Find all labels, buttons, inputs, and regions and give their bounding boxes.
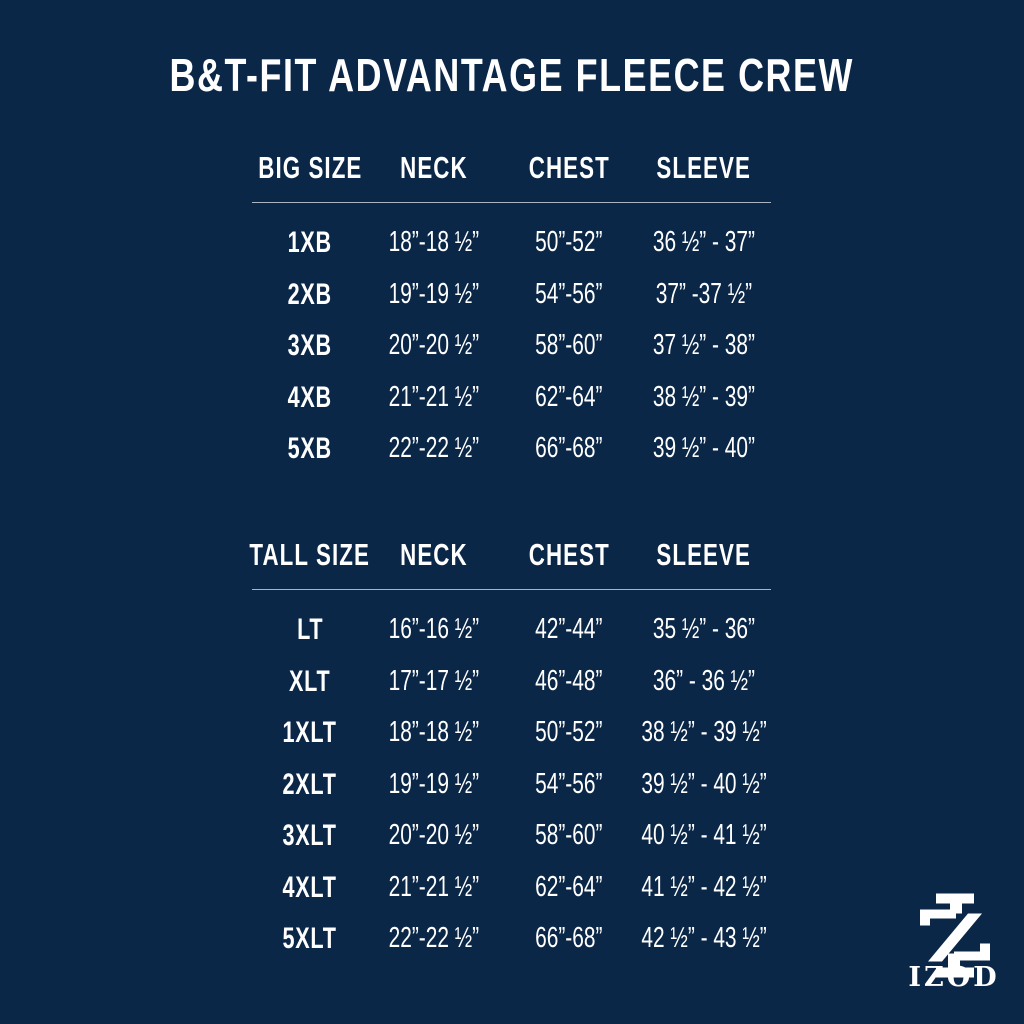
header-neck: NECK [400, 150, 468, 185]
cell-sleeve: 37” -37 ½” [655, 277, 753, 310]
table-row: 3XB 20”-20 ½” 58”-60” 37 ½” - 38” [0, 329, 1024, 369]
cell-size: 3XLT [282, 819, 338, 852]
page-title: B&T-FIT ADVANTAGE FLEECE CREW [169, 49, 855, 101]
cell-chest: 58”-60” [535, 819, 603, 851]
izod-logo-text: IZOD [908, 962, 1000, 993]
cell-chest: 66”-68” [535, 922, 603, 954]
cell-neck: 19”-19 ½” [388, 767, 480, 800]
cell-size: 3XB [287, 329, 333, 362]
cell-sleeve: 41 ½” - 42 ½” [641, 870, 767, 903]
cell-neck: 22”-22 ½” [388, 922, 480, 954]
cell-sleeve: 40 ½” - 41 ½” [641, 819, 767, 851]
header-neck: NECK [400, 537, 468, 572]
cell-chest: 62”-64” [535, 380, 603, 413]
cell-sleeve: 38 ½” - 39” [652, 380, 756, 413]
cell-sleeve: 37 ½” - 38” [652, 329, 756, 361]
cell-neck: 21”-21 ½” [388, 870, 480, 903]
cell-chest: 50”-52” [535, 716, 603, 748]
cell-chest: 42”-44” [535, 613, 603, 645]
header-chest: CHEST [528, 150, 610, 185]
header-size: TALL SIZE [249, 537, 371, 572]
cell-chest: 46”-48” [535, 664, 603, 697]
header-divider [252, 202, 771, 203]
cell-neck: 22”-22 ½” [388, 432, 480, 464]
table-row: 3XLT 20”-20 ½” 58”-60” 40 ½” - 41 ½” [0, 819, 1024, 859]
cell-neck: 19”-19 ½” [388, 277, 480, 310]
cell-chest: 54”-56” [535, 767, 603, 800]
table-row: 5XB 22”-22 ½” 66”-68” 39 ½” - 40” [0, 432, 1024, 472]
table-row: 4XLT 21”-21 ½” 62”-64” 41 ½” - 42 ½” [0, 871, 1024, 911]
table-row: 2XB 19”-19 ½” 54”-56” 37” -37 ½” [0, 278, 1024, 318]
cell-sleeve: 38 ½” - 39 ½” [641, 716, 767, 748]
cell-chest: 58”-60” [535, 329, 603, 361]
cell-size: 1XLT [282, 716, 338, 749]
table-row: 1XB 18”-18 ½” 50”-52” 36 ½” - 37” [0, 226, 1024, 266]
header-size: BIG SIZE [257, 150, 363, 185]
cell-size: XLT [289, 664, 331, 698]
cell-neck: 17”-17 ½” [388, 664, 480, 697]
cell-sleeve: 35 ½” - 36” [652, 613, 756, 645]
table-row: 4XB 21”-21 ½” 62”-64” 38 ½” - 39” [0, 381, 1024, 421]
cell-chest: 66”-68” [535, 432, 603, 464]
cell-size: 4XLT [282, 870, 338, 904]
table-row: 1XLT 18”-18 ½” 50”-52” 38 ½” - 39 ½” [0, 716, 1024, 756]
cell-size: 4XB [287, 380, 333, 414]
cell-neck: 18”-18 ½” [388, 226, 480, 258]
cell-size: LT [296, 613, 324, 646]
cell-chest: 50”-52” [535, 226, 603, 258]
table-row: 5XLT 22”-22 ½” 66”-68” 42 ½” - 43 ½” [0, 922, 1024, 962]
cell-size: 2XLT [282, 767, 338, 801]
izod-logo-icon [920, 893, 990, 978]
header-sleeve: SLEEVE [656, 537, 752, 572]
cell-sleeve: 36 ½” - 37” [652, 226, 756, 258]
table-row: 2XLT 19”-19 ½” 54”-56” 39 ½” - 40 ½” [0, 768, 1024, 808]
cell-size: 5XB [287, 432, 333, 465]
header-sleeve: SLEEVE [656, 150, 752, 185]
cell-sleeve: 42 ½” - 43 ½” [641, 922, 767, 954]
header-chest: CHEST [528, 537, 610, 572]
cell-neck: 20”-20 ½” [388, 819, 480, 851]
table-row: XLT 17”-17 ½” 46”-48” 36” - 36 ½” [0, 665, 1024, 705]
cell-neck: 18”-18 ½” [388, 716, 480, 748]
cell-neck: 21”-21 ½” [388, 380, 480, 413]
cell-sleeve: 39 ½” - 40” [652, 432, 756, 464]
table-row: LT 16”-16 ½” 42”-44” 35 ½” - 36” [0, 613, 1024, 653]
cell-neck: 16”-16 ½” [388, 613, 480, 645]
table-header: BIG SIZE NECK CHEST SLEEVE [0, 150, 1024, 190]
cell-chest: 62”-64” [535, 870, 603, 903]
table-header: TALL SIZE NECK CHEST SLEEVE [0, 537, 1024, 577]
header-divider [252, 589, 771, 590]
cell-chest: 54”-56” [535, 277, 603, 310]
cell-size: 1XB [287, 226, 333, 259]
cell-size: 5XLT [282, 922, 338, 955]
cell-sleeve: 39 ½” - 40 ½” [641, 767, 767, 800]
cell-sleeve: 36” - 36 ½” [652, 664, 756, 697]
cell-size: 2XB [287, 277, 333, 311]
cell-neck: 20”-20 ½” [388, 329, 480, 361]
